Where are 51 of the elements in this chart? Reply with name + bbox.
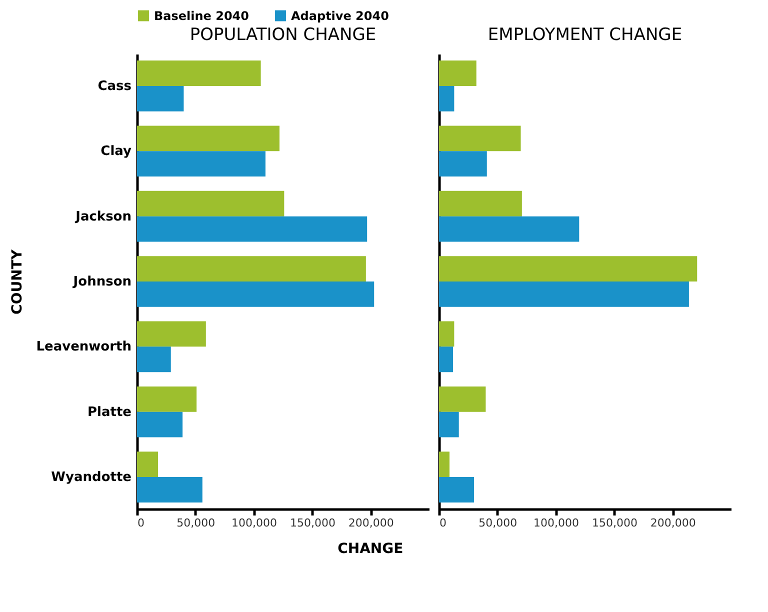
x-tick-label: 100,000 — [232, 516, 278, 530]
x-tick-label: 150,000 — [592, 516, 638, 530]
bar — [137, 60, 261, 86]
bar — [439, 216, 580, 242]
x-tick-label: 0 — [440, 516, 446, 530]
bar — [137, 282, 374, 307]
chart-title: POPULATION CHANGE — [190, 25, 376, 45]
bar — [137, 477, 202, 502]
legend-label: Baseline 2040 — [154, 8, 250, 23]
bar — [137, 386, 197, 412]
y-tick-label: Wyandotte — [51, 470, 132, 486]
bar — [439, 477, 474, 502]
y-tick-label: Clay — [100, 144, 132, 160]
bar — [137, 190, 284, 216]
bar — [137, 126, 280, 152]
bar — [137, 412, 183, 438]
bar — [439, 386, 486, 412]
y-tick-label: Johnson — [72, 274, 132, 290]
bar — [137, 452, 158, 478]
x-tick-label: 50,000 — [478, 516, 518, 530]
bar — [137, 321, 206, 347]
x-axis-title: CHANGE — [338, 541, 404, 557]
y-tick-label: Jackson — [74, 209, 132, 224]
x-tick-label: 50,000 — [176, 516, 216, 530]
x-tick-label: 200,000 — [348, 516, 394, 530]
bar — [439, 412, 459, 438]
y-tick-label: Cass — [98, 78, 132, 94]
x-tick-label: 100,000 — [534, 516, 580, 530]
bar — [439, 190, 522, 216]
bar — [439, 86, 454, 112]
y-tick-label: Leavenworth — [36, 340, 132, 355]
y-tick-label: Platte — [87, 404, 132, 420]
x-tick-label: 0 — [138, 516, 144, 530]
bar — [439, 346, 454, 372]
bar — [439, 60, 476, 86]
x-tick-label: 150,000 — [290, 516, 336, 530]
bar — [439, 321, 454, 347]
legend-label: Adaptive 2040 — [291, 8, 389, 23]
x-tick-label: 200,000 — [650, 516, 696, 530]
bar — [439, 151, 487, 177]
bar — [439, 282, 689, 307]
chart-title: EMPLOYMENT CHANGE — [488, 25, 682, 45]
bar — [137, 346, 171, 372]
bar — [439, 452, 450, 478]
bar — [439, 256, 698, 282]
bar — [439, 126, 521, 152]
bar — [137, 216, 368, 242]
bar — [137, 86, 184, 112]
bar — [137, 256, 366, 282]
bar — [137, 151, 266, 177]
y-axis-title: COUNTY — [9, 248, 26, 314]
